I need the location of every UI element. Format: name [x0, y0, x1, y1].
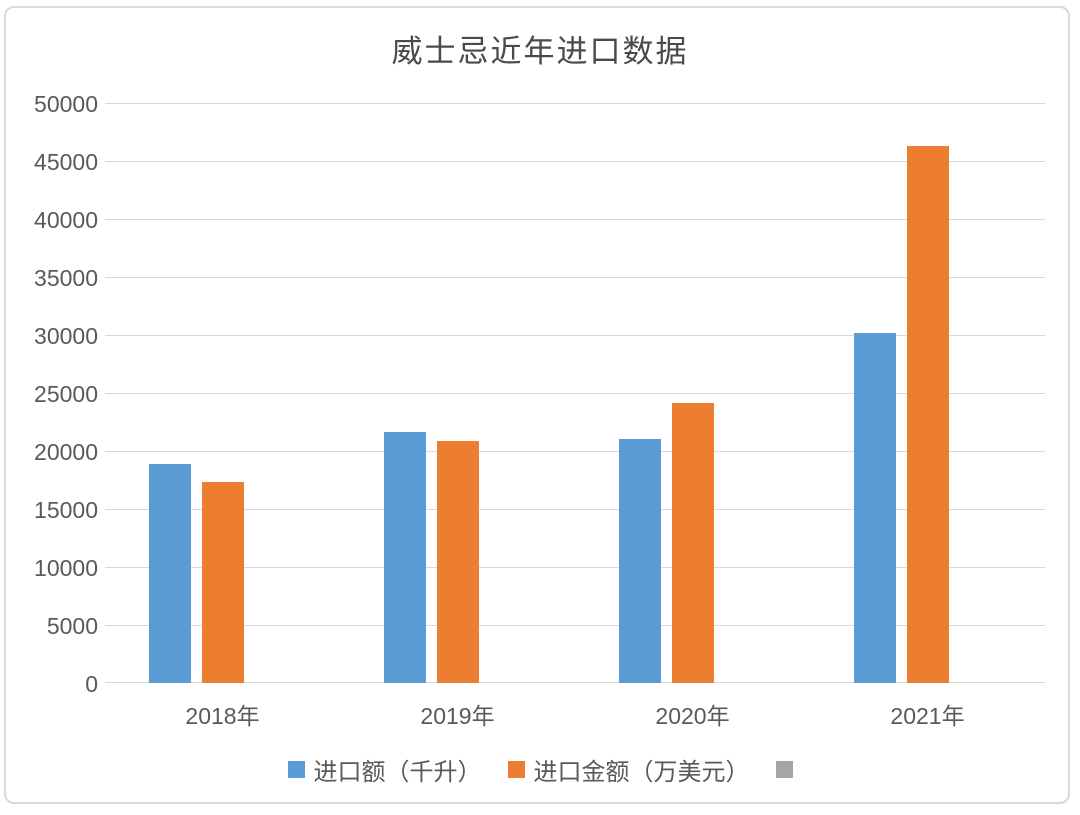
- y-tick-label: 20000: [34, 439, 98, 465]
- y-tick-label: 15000: [34, 497, 98, 523]
- gridline-50000: [105, 103, 1045, 104]
- gridline-0: [105, 682, 1045, 683]
- legend-label: 进口额（千升）: [313, 758, 482, 786]
- gridline-40000: [105, 219, 1045, 220]
- bar-import-volume-c2: [619, 439, 661, 683]
- gridline-15000: [105, 509, 1045, 510]
- x-axis: 2018年 2019年 2020年 2021年: [105, 697, 1045, 731]
- legend-swatch-icon: [287, 761, 305, 778]
- gridline-5000: [105, 625, 1045, 626]
- legend-item-import-volume: 进口额（千升）: [287, 752, 482, 787]
- legend-item-import-amount: 进口金额（万美元）: [507, 752, 750, 787]
- x-tick-label: 2021年: [890, 703, 965, 729]
- gridline-20000: [105, 451, 1045, 452]
- plot-area: [105, 103, 1045, 683]
- y-axis: 0 5000 10000 15000 20000 25000 30000 35000 40000…: [0, 0, 100, 815]
- y-tick-label: 50000: [34, 91, 98, 117]
- gridline-35000: [105, 277, 1045, 278]
- x-tick-label: 2019年: [420, 703, 495, 729]
- y-tick-label: 0: [85, 671, 98, 697]
- bar-import-amount-c1: [437, 441, 479, 683]
- gridline-30000: [105, 335, 1045, 336]
- x-tick-label: 2018年: [185, 703, 260, 729]
- x-tick-label: 2020年: [655, 703, 730, 729]
- chart-title: 威士忌近年进口数据: [391, 34, 689, 70]
- gridline-10000: [105, 567, 1045, 568]
- gridline-25000: [105, 393, 1045, 394]
- bar-import-amount-c2: [672, 403, 714, 683]
- bar-import-amount-c3: [907, 146, 949, 683]
- gridline-45000: [105, 161, 1045, 162]
- legend-swatch-icon: [775, 761, 793, 778]
- y-tick-label: 40000: [34, 207, 98, 233]
- y-tick-label: 25000: [34, 381, 98, 407]
- legend-item-unlabeled-series: [775, 761, 793, 778]
- y-tick-label: 45000: [34, 149, 98, 175]
- y-tick-label: 5000: [46, 613, 98, 639]
- legend: 进口额（千升） 进口金额（万美元）: [0, 752, 1080, 787]
- legend-label: 进口金额（万美元）: [533, 758, 750, 786]
- y-tick-label: 30000: [34, 323, 98, 349]
- legend-swatch-icon: [507, 761, 525, 778]
- bar-import-volume-c0: [149, 464, 191, 683]
- bar-import-volume-c3: [854, 333, 896, 683]
- y-tick-label: 10000: [34, 555, 98, 581]
- bar-import-amount-c0: [202, 482, 244, 683]
- y-tick-label: 35000: [34, 265, 98, 291]
- bar-import-volume-c1: [384, 432, 426, 683]
